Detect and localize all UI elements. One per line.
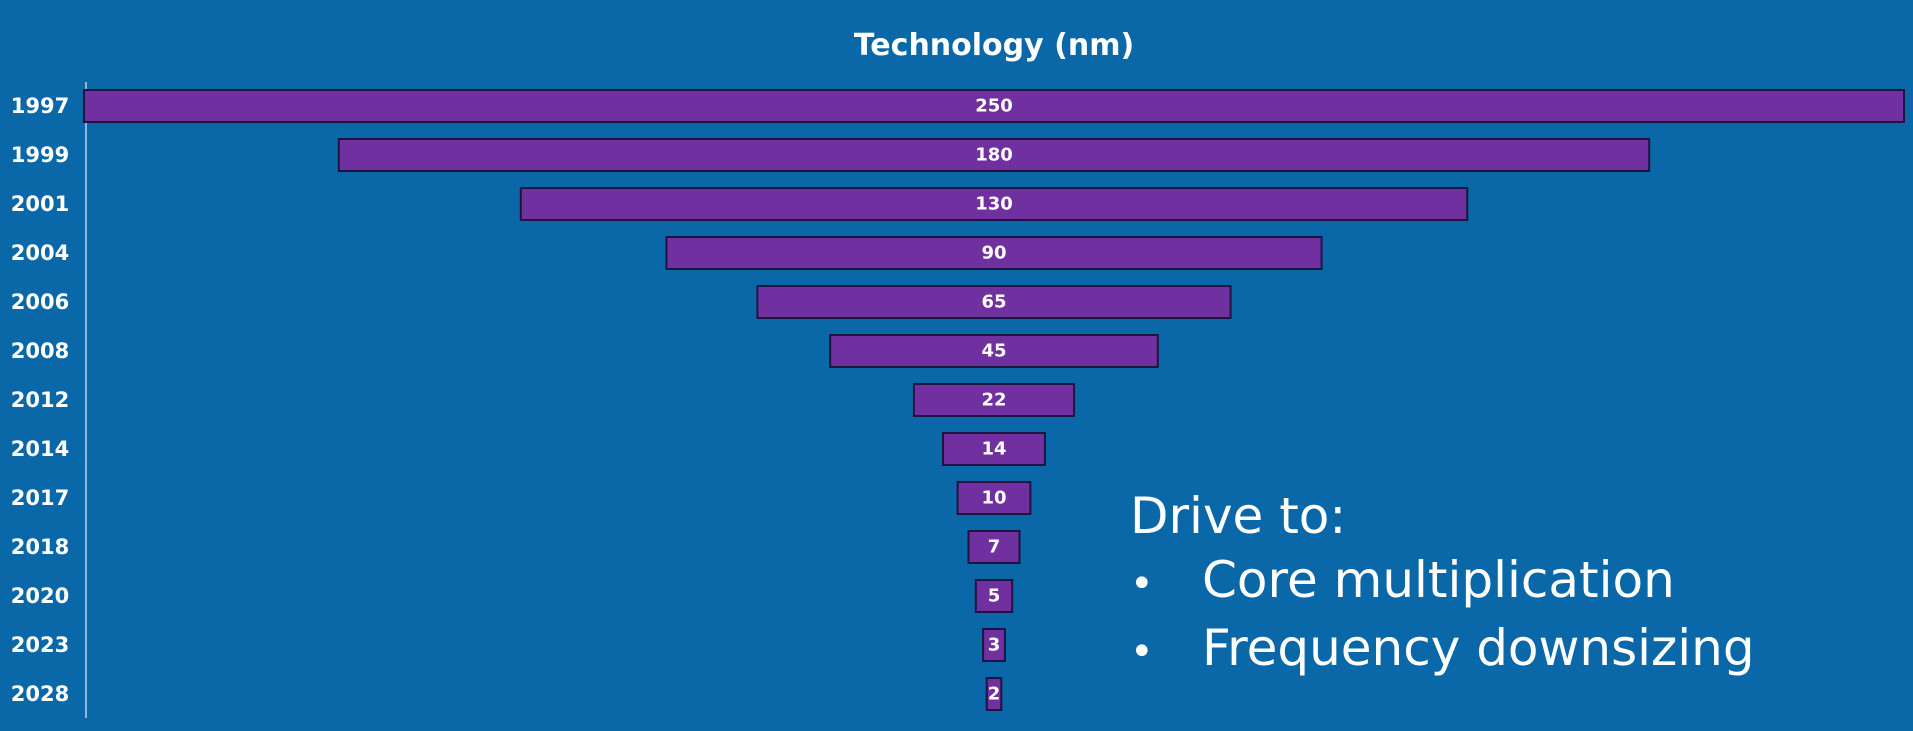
bullet-icon: • xyxy=(1130,561,1154,607)
y-tick-label-2017: 2017 xyxy=(11,486,69,510)
bar-2028 xyxy=(985,677,1003,711)
bar-2001 xyxy=(519,187,1469,221)
y-tick-label-2028: 2028 xyxy=(11,682,69,706)
y-tick-label-2012: 2012 xyxy=(11,388,69,412)
annotation-item-label: Core multiplication xyxy=(1202,551,1675,609)
data-label-2014: 14 xyxy=(981,439,1006,460)
data-label-2020: 5 xyxy=(988,586,1001,607)
bar-2014 xyxy=(942,432,1046,466)
annotation-item-label: Frequency downsizing xyxy=(1202,619,1755,677)
bar-1997 xyxy=(83,89,1905,123)
bar-2017 xyxy=(956,481,1032,515)
data-label-2006: 65 xyxy=(981,292,1006,313)
y-tick-label-2023: 2023 xyxy=(11,633,69,657)
y-tick-labels: 1997 1999 2001 2004 2006 2008 2012 2014 2017 2018… xyxy=(11,94,69,706)
data-label-2023: 3 xyxy=(988,635,1001,656)
data-label-2004: 90 xyxy=(981,243,1006,264)
annotation-heading: Drive to: xyxy=(1130,487,1347,545)
bar-2023 xyxy=(982,628,1006,662)
y-tick-label-2020: 2020 xyxy=(11,584,69,608)
y-tick-label-2018: 2018 xyxy=(11,535,69,559)
bar-2020 xyxy=(974,579,1014,613)
y-tick-label-2001: 2001 xyxy=(11,192,69,216)
data-label-1997: 250 xyxy=(975,96,1013,117)
y-tick-label-2004: 2004 xyxy=(11,241,69,265)
bar-2008 xyxy=(829,334,1159,368)
data-labels: 250 180 130 90 65 45 22 14 10 7 5 3 2 xyxy=(975,96,1013,705)
annotation-box: Drive to: • Core multiplication • Freque… xyxy=(1130,484,1755,684)
bar-1999 xyxy=(337,138,1651,172)
chart-title: Technology (nm) xyxy=(854,28,1134,63)
bar-2004 xyxy=(665,236,1323,270)
annotation-item-core: • Core multiplication xyxy=(1130,548,1755,616)
bar-2018 xyxy=(967,530,1021,564)
bar-2006 xyxy=(756,285,1232,319)
y-tick-label-1999: 1999 xyxy=(11,143,69,167)
data-label-2008: 45 xyxy=(981,341,1006,362)
bar-2012 xyxy=(912,383,1076,417)
y-tick-label-1997: 1997 xyxy=(11,94,69,118)
data-label-2018: 7 xyxy=(988,537,1001,558)
bullet-icon: • xyxy=(1130,629,1154,675)
data-label-2017: 10 xyxy=(981,488,1006,509)
y-tick-label-2014: 2014 xyxy=(11,437,69,461)
y-tick-label-2008: 2008 xyxy=(11,339,69,363)
data-label-1999: 180 xyxy=(975,145,1013,166)
y-tick-label-2006: 2006 xyxy=(11,290,69,314)
annotation-item-frequency: • Frequency downsizing xyxy=(1130,616,1755,684)
bars-layer xyxy=(83,89,1905,711)
data-label-2028: 2 xyxy=(988,684,1001,705)
data-label-2012: 22 xyxy=(981,390,1006,411)
data-label-2001: 130 xyxy=(975,194,1013,215)
annotation-list: • Core multiplication • Frequency downsi… xyxy=(1130,548,1755,684)
